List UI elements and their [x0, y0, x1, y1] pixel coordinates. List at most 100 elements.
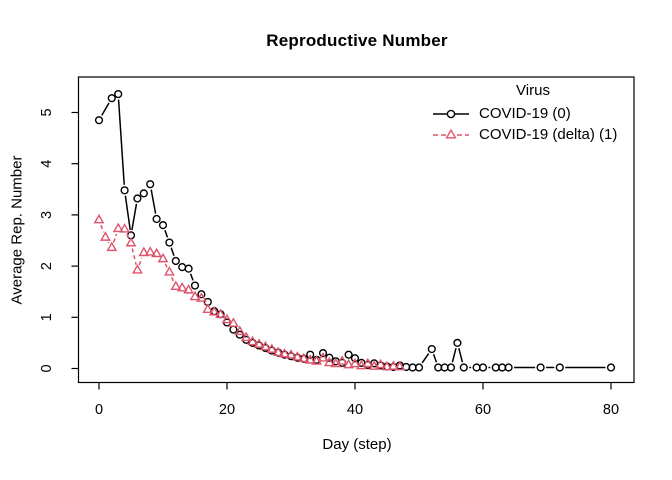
x-tick-label: 40	[347, 402, 363, 418]
series-0-segment	[150, 189, 157, 214]
series-0-circle-marker	[190, 281, 200, 290]
series-1-triangle-marker	[93, 213, 105, 224]
series-1-triangle-marker	[131, 264, 143, 274]
series-0-segment	[458, 348, 464, 363]
series-0-segment	[432, 353, 438, 363]
series-0-circle-marker	[504, 363, 513, 372]
series-0-circle-marker	[446, 363, 456, 372]
series-1-triangle-marker	[234, 325, 246, 336]
series-0-circle-marker	[459, 363, 468, 372]
series-1-triangle-marker	[291, 351, 303, 361]
series-0-circle-marker	[453, 338, 462, 348]
series-1-triangle-marker	[112, 222, 124, 233]
series-1-triangle-marker	[362, 357, 374, 368]
series-1-segment	[112, 233, 118, 243]
chart-title: Reproductive Number	[266, 31, 448, 50]
series-1-triangle-marker	[323, 356, 335, 367]
y-tick-label: 5	[39, 108, 55, 116]
series-1-triangle-marker	[215, 308, 227, 319]
series-1-triangle-marker	[189, 290, 201, 301]
series-1-segment	[138, 257, 143, 266]
y-tick-label: 2	[39, 262, 55, 270]
series-0-circle-marker	[555, 363, 564, 372]
series-0-circle-marker	[94, 116, 104, 125]
series-1-segment	[170, 276, 175, 282]
series-1-segment	[107, 241, 110, 244]
series-1-triangle-marker	[247, 335, 259, 346]
series-1-triangle-marker	[349, 357, 361, 368]
series-0-segment	[451, 348, 457, 363]
series-1-segment	[203, 302, 206, 306]
series-1-triangle-marker	[266, 343, 278, 353]
series-1-triangle-marker	[259, 340, 271, 351]
series-0-circle-marker	[158, 221, 168, 230]
series-1-triangle-marker	[138, 246, 150, 257]
series-0-circle-marker	[139, 189, 148, 198]
series-1-triangle-marker	[279, 348, 291, 358]
series-0-segment	[421, 353, 430, 364]
series-0-circle-marker	[606, 363, 616, 372]
series-0-circle-marker	[184, 264, 193, 273]
x-tick-label: 0	[95, 402, 103, 418]
legend-entry-label: COVID-19 (0)	[479, 105, 571, 122]
series-0-circle-marker	[146, 180, 155, 189]
series-1-triangle-marker	[368, 360, 380, 370]
y-tick-label: 3	[39, 211, 55, 219]
series-0-circle-marker	[165, 238, 174, 247]
series-1-segment	[126, 233, 130, 239]
y-tick-label: 1	[39, 313, 55, 321]
series-1-triangle-marker	[157, 252, 169, 263]
series-1-segment	[164, 263, 168, 268]
series-1-triangle-marker	[125, 236, 137, 247]
series-1-triangle-marker	[387, 360, 399, 370]
series-0-circle-marker	[344, 350, 353, 359]
series-0-circle-marker	[178, 263, 187, 272]
x-axis-label: Day (step)	[322, 436, 392, 453]
series-1-triangle-marker	[183, 284, 195, 294]
legend-line-triangle-icon	[433, 128, 469, 139]
legend: Virus COVID-19 (0) COVID-19 (delta) (1)	[432, 82, 634, 145]
series-0-circle-marker	[536, 363, 545, 372]
series-0-circle-marker	[114, 89, 123, 99]
series-1-triangle-marker	[195, 292, 207, 302]
x-tick-label: 80	[603, 402, 619, 418]
series-1-triangle-marker	[170, 280, 182, 290]
series-1-triangle-marker	[227, 317, 239, 327]
series-1-triangle-marker	[119, 223, 131, 233]
series-1-triangle-marker	[272, 346, 284, 357]
series-1-triangle-marker	[144, 246, 156, 256]
legend-line-circle-icon	[433, 109, 469, 118]
plot-box	[77, 76, 635, 384]
legend-entry-covid19-delta: COVID-19 (delta) (1)	[432, 124, 634, 145]
series-1-segment	[131, 248, 137, 266]
series-0-circle-marker	[318, 349, 328, 358]
series-0-circle-marker	[414, 363, 424, 372]
series-1-triangle-marker	[304, 354, 316, 364]
series-0-segment	[117, 99, 125, 185]
series-1-triangle-marker	[208, 306, 220, 316]
series-1-triangle-marker	[355, 359, 367, 370]
series-1-triangle-marker	[176, 281, 188, 292]
series-1-triangle-marker	[317, 352, 329, 362]
series-1-triangle-marker	[375, 358, 387, 369]
y-tick-label: 4	[39, 160, 55, 168]
x-tick-label: 20	[219, 402, 235, 418]
series-0-circle-marker	[427, 344, 436, 354]
series-1-segment	[100, 224, 105, 233]
series-1-triangle-marker	[253, 338, 265, 348]
triangle-marker-icon	[445, 128, 457, 139]
legend-entry-label: COVID-19 (delta) (1)	[479, 126, 618, 143]
series-0-circle-marker	[229, 325, 238, 334]
series-0-segment	[131, 203, 138, 231]
circle-marker-icon	[446, 109, 456, 118]
series-0-circle-marker	[197, 290, 206, 299]
series-0-segment	[170, 247, 175, 257]
series-0-circle-marker	[152, 214, 161, 224]
legend-entry-covid19: COVID-19 (0)	[432, 103, 634, 124]
series-1-triangle-marker	[336, 355, 348, 365]
series-0-circle-marker	[478, 363, 488, 372]
series-0-circle-marker	[350, 354, 360, 363]
series-1-triangle-marker	[202, 303, 214, 314]
series-1-triangle-marker	[298, 352, 310, 363]
